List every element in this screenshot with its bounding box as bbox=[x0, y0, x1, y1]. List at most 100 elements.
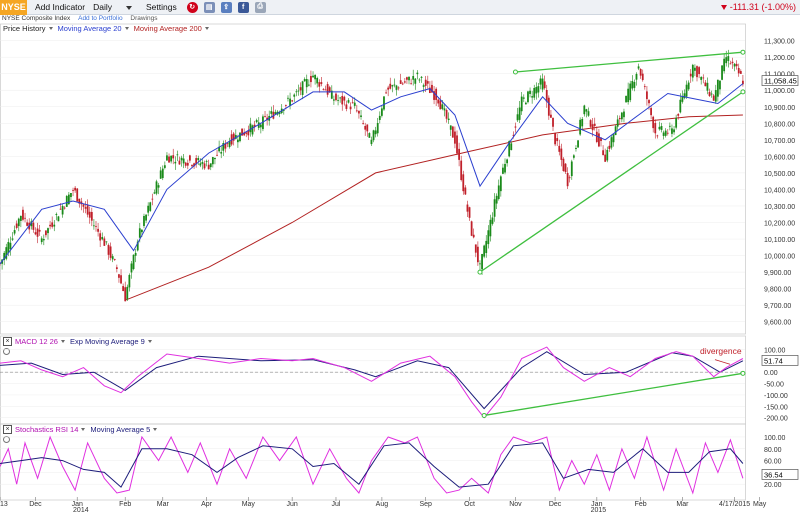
trendline-anchor bbox=[512, 69, 518, 75]
candle-body bbox=[591, 124, 594, 131]
candle-body bbox=[307, 84, 310, 86]
candle-body bbox=[245, 132, 248, 134]
toolbar: NYSE Add Indicator Daily Settings ↻ ▤ ⇪ … bbox=[0, 0, 800, 15]
candle-body bbox=[620, 112, 623, 120]
price-tick-label: 11,200.00 bbox=[764, 55, 795, 62]
close-icon[interactable]: × bbox=[3, 337, 12, 346]
x-tick-label: Sep bbox=[419, 501, 432, 508]
reload-icon[interactable]: ↻ bbox=[186, 1, 198, 13]
candle-body bbox=[67, 194, 70, 205]
candle-body bbox=[668, 125, 671, 127]
candle-body bbox=[616, 119, 619, 127]
legend-price-history[interactable]: Price History bbox=[3, 24, 46, 33]
price-tick-label: 10,700.00 bbox=[764, 138, 795, 145]
candle-body bbox=[335, 93, 337, 101]
candle-body bbox=[65, 195, 68, 207]
share-icon[interactable]: ⇪ bbox=[220, 1, 232, 13]
candle-body bbox=[82, 204, 85, 207]
x-year-label: 2014 bbox=[73, 507, 89, 513]
symbol-box[interactable]: NYSE bbox=[0, 0, 27, 15]
candle-body bbox=[637, 66, 640, 69]
candle-body bbox=[249, 123, 252, 133]
candle-body bbox=[727, 56, 730, 62]
candle-body bbox=[109, 246, 112, 258]
candle-body bbox=[719, 80, 721, 90]
candle-body bbox=[472, 234, 475, 238]
add-indicator-button[interactable]: Add Indicator bbox=[35, 2, 86, 12]
candle-body bbox=[182, 158, 185, 164]
settings-button[interactable]: Settings bbox=[146, 2, 177, 12]
stoch-legend: Stochastics RSI 14 Moving Average 5 bbox=[15, 425, 162, 434]
candle-body bbox=[343, 96, 346, 101]
candle-body bbox=[527, 91, 529, 103]
candle-body bbox=[618, 117, 621, 120]
candle-body bbox=[556, 138, 559, 142]
candle-body bbox=[660, 126, 663, 130]
stoch-ma-line bbox=[0, 442, 744, 488]
candle-body bbox=[224, 143, 227, 149]
candle-body bbox=[706, 82, 709, 91]
macd-line bbox=[0, 346, 744, 419]
candle-body bbox=[414, 78, 417, 84]
candle-body bbox=[305, 78, 308, 88]
candle-body bbox=[241, 128, 243, 136]
legend-stoch-ma[interactable]: Moving Average 5 bbox=[90, 425, 151, 434]
x-tick-label: Nov bbox=[509, 501, 522, 508]
legend-stoch[interactable]: Stochastics RSI 14 bbox=[15, 425, 79, 434]
candle-body bbox=[130, 263, 133, 273]
candle-body bbox=[42, 239, 45, 241]
candle-body bbox=[652, 116, 655, 129]
candle-body bbox=[721, 65, 723, 80]
candle-body bbox=[253, 124, 256, 127]
candle-body bbox=[593, 123, 596, 126]
candle-body bbox=[458, 148, 461, 160]
candle-body bbox=[700, 77, 703, 80]
x-tick-label: Dec bbox=[29, 501, 42, 508]
candle-body bbox=[24, 217, 26, 219]
candle-body bbox=[168, 156, 170, 163]
candle-body bbox=[671, 128, 673, 134]
candle-body bbox=[172, 155, 175, 159]
candle-body bbox=[180, 157, 183, 161]
facebook-icon[interactable]: f bbox=[237, 1, 249, 13]
price-tick-label: 9,600.00 bbox=[764, 320, 791, 327]
chevron-down-icon bbox=[147, 340, 152, 343]
price-trendline bbox=[479, 91, 744, 273]
legend-ma20[interactable]: Moving Average 20 bbox=[57, 24, 122, 33]
close-icon[interactable]: × bbox=[3, 425, 12, 434]
legend-ma200[interactable]: Moving Average 200 bbox=[133, 24, 202, 33]
candle-body bbox=[216, 154, 218, 156]
legend-macd[interactable]: MACD 12 26 bbox=[15, 337, 58, 346]
candle-body bbox=[15, 223, 18, 228]
candle-body bbox=[289, 98, 291, 106]
candle-body bbox=[78, 198, 81, 204]
drawings-link[interactable]: Drawings bbox=[130, 15, 158, 22]
candle-body bbox=[295, 91, 298, 93]
candle-body bbox=[122, 286, 125, 292]
print-icon[interactable]: ⎙ bbox=[254, 1, 266, 13]
chart-icon[interactable]: ▤ bbox=[203, 1, 215, 13]
candle-body bbox=[445, 110, 448, 119]
candle-body bbox=[539, 78, 542, 85]
candle-body bbox=[115, 267, 118, 269]
gear-icon[interactable] bbox=[3, 348, 10, 355]
candle-body bbox=[97, 228, 99, 232]
macd-value-label: 51.74 bbox=[764, 356, 783, 365]
candle-body bbox=[410, 83, 413, 85]
period-select[interactable]: Daily bbox=[93, 2, 132, 12]
candle-body bbox=[514, 126, 517, 128]
candle-body bbox=[145, 214, 147, 221]
candle-body bbox=[439, 100, 442, 110]
gear-icon[interactable] bbox=[3, 436, 10, 443]
candle-body bbox=[170, 155, 173, 162]
candle-body bbox=[714, 90, 717, 102]
add-to-portfolio-link[interactable]: Add to Portfolio bbox=[78, 15, 123, 22]
candle-body bbox=[201, 162, 204, 164]
candle-body bbox=[38, 229, 41, 232]
legend-macd-signal[interactable]: Exp Moving Average 9 bbox=[69, 337, 145, 346]
candle-body bbox=[159, 170, 162, 179]
candle-body bbox=[232, 133, 235, 141]
down-arrow-icon bbox=[720, 4, 727, 10]
candle-body bbox=[161, 168, 164, 179]
